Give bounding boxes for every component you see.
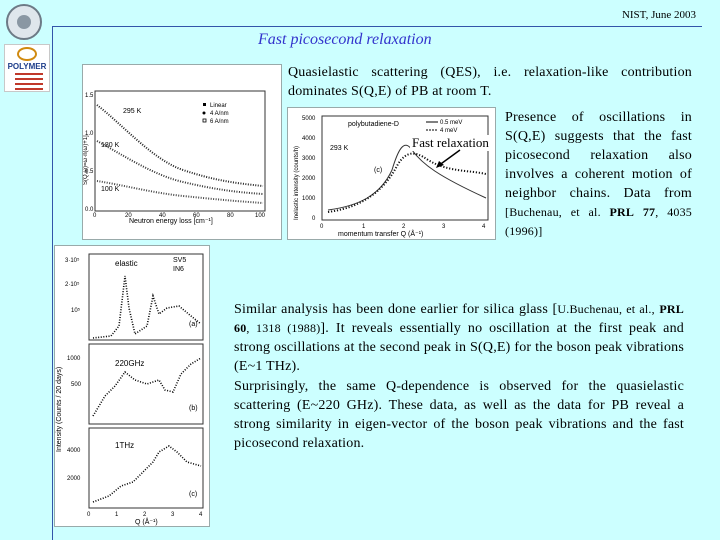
fig1-legend-item: Linear [210,103,227,109]
fig1-ytick: 1.0 [85,131,94,137]
fig3-panel-label: elastic [115,259,138,268]
nist-logo [6,4,42,40]
fig2-panel-tag: (c) [374,167,382,174]
fig3-ytick: 1000 [67,356,81,362]
polymer-logo-text: POLYMER [7,62,47,71]
fig1-xlabel: Neutron energy loss [cm⁻¹] [129,218,213,225]
header-rule [52,26,702,27]
fig1-ytick: 0.0 [85,207,94,213]
fig3-xtick: 1 [115,512,119,518]
fig2-title: polybutadiene-D [348,121,399,128]
fig3-ytick: 4000 [67,448,81,454]
fig3-xtick: 4 [199,512,203,518]
fig2-legend-item: 0.5 meV [440,120,462,126]
fig2-xtick: 3 [442,224,446,230]
slide-title: Fast picosecond relaxation [258,31,432,48]
fig3-ytick: 500 [71,382,82,388]
qes-spectra-figure: S(Q,ω)=ω·n(ω)+1] Neutron energy loss [cm… [82,64,282,240]
fig2-ytick: 4000 [302,136,316,142]
presence-paragraph: Presence of oscillations in S(Q,E) sugge… [505,108,692,241]
fig1-ytick: 1.5 [85,93,94,99]
fig1-curve-label: 295 K [123,108,142,115]
fig3-xtick: 0 [87,512,91,518]
fig1-curve-100k [96,180,264,204]
fig2-curve-4mev [327,152,487,213]
fig2-ytick: 1000 [302,196,316,202]
fig3-curve-1thz [92,445,202,503]
fig2-ytick: 5000 [302,116,316,122]
fig2-xtick: 0 [320,224,324,230]
presence-citation: [Buchenau, et al. PRL 77, 4035 (1996)] [505,205,693,238]
fig1-curve-label: 100 K [101,186,120,193]
fig1-legend-item: 6 A/nm [210,119,229,125]
fig3-ytick: 2·10⁵ [65,281,80,288]
fig1-xtick: 100 [255,213,266,219]
fig1-legend-item: 4 A/nm [210,111,229,117]
fig3-panel-tag: (b) [189,405,198,412]
fig3-panel-tag: (c) [189,491,197,498]
fig1-xtick: 60 [193,213,200,219]
fig2-xtick: 1 [362,224,366,230]
fast-relaxation-arrow-icon [436,149,461,168]
fig3-curve-220ghz [92,357,202,417]
fig3-ytick: 3·10⁵ [65,257,80,264]
fig3-panel-label: 1THz [115,441,134,450]
fig3-panel-tag: (a) [189,321,198,328]
intro-paragraph: Quasielastic scattering (QES), i.e. rela… [288,65,692,99]
fig1-xtick: 40 [159,213,166,219]
fig1-ylabel: S(Q,ω)=ω·n(ω)+1] [83,135,89,185]
fast-relaxation-annotation: Fast relaxation [410,135,491,151]
fig2-xlabel: momentum transfer Q (Å⁻¹) [338,229,423,238]
fig2-legend-item: 4 meV [440,128,457,134]
fig1-xtick: 20 [125,213,132,219]
fig3-panel-label: 220GHz [115,359,144,368]
fig3-curve-elastic [92,275,202,339]
fig2-ylabel: Inelastic intensity (counts/h) [294,146,300,220]
polybutadiene-figure: Inelastic intensity (counts/h) 5000 4000… [287,107,496,240]
fig3-xtick: 2 [143,512,147,518]
fig2-ytick: 2000 [302,176,316,182]
fig3-xtick: 3 [171,512,175,518]
similar-analysis-paragraph: Similar analysis has been done earlier f… [234,302,685,374]
fig2-ytick: 0 [312,216,316,222]
side-rule [52,26,53,540]
presence-text: Presence of oscillations in S(Q,E) sugge… [505,110,692,201]
fig3-xlabel: Q (Å⁻¹) [135,517,158,526]
fig1-ytick: 0.5 [85,169,94,175]
fig2-xtick: 4 [482,224,486,230]
fig3-legend-item: IN6 [173,266,184,273]
fig1-curve-180k [96,140,264,195]
fig1-xtick: 80 [227,213,234,219]
fig3-ylabel: Intensity (Counts / 20 days) [56,367,63,452]
fig3-legend-item: SV5 [173,257,186,264]
surprise-paragraph: Surprisingly, the same Q-dependence is o… [234,379,684,451]
fig2-xtick: 2 [402,224,406,230]
silica-glass-figure: Intensity (Counts / 20 days) 3·10⁵ 2·10⁵… [54,245,210,527]
fig1-xtick: 0 [93,213,97,219]
header-date: NIST, June 2003 [621,9,696,21]
fig1-curve-295k [96,104,264,187]
fig1-curve-label: 180 K [101,142,120,149]
fig2-ytick: 3000 [302,156,316,162]
fig3-ytick: 2000 [67,476,81,482]
fig2-temp: 293 K [330,145,349,152]
fig3-ytick: 10⁵ [71,307,81,314]
polymer-logo: POLYMER [4,44,50,92]
